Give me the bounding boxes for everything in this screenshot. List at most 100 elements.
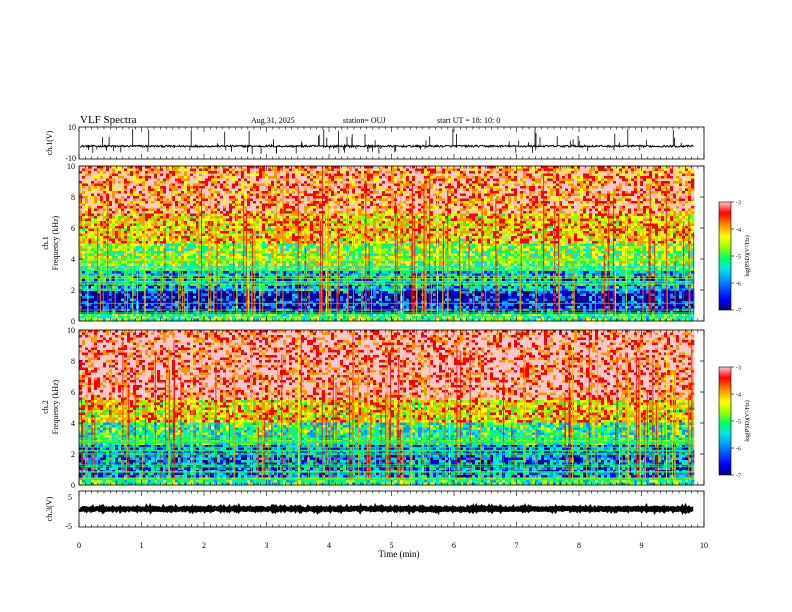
spectrogram-cell (304, 211, 308, 214)
spectrogram-cell (157, 193, 161, 197)
spectrogram-cell (439, 181, 443, 184)
spectrogram-cell (640, 191, 644, 194)
spectrogram-cell (457, 216, 461, 219)
spectrogram-cell (412, 196, 416, 199)
spectrogram-cell (544, 208, 548, 212)
spectrogram-cell (517, 221, 521, 224)
spectrogram-cell (652, 191, 656, 194)
spectrogram-cell (610, 166, 614, 169)
spectrogram-cell (532, 213, 536, 217)
spectrogram-cell (250, 198, 254, 202)
spectrogram-cell (328, 223, 332, 227)
spectrogram-cell (685, 173, 689, 177)
spectrogram-cell (520, 178, 524, 182)
spectrogram-cell (295, 186, 299, 189)
spectrogram-cell (562, 221, 566, 224)
spectrogram-cell (85, 216, 89, 219)
spectrogram-cell (478, 181, 482, 184)
spectrogram-cell (91, 181, 95, 184)
spectrogram-cell (79, 201, 83, 204)
spectrogram-cell (268, 178, 272, 182)
spectrogram-cell (529, 221, 533, 224)
spectrogram-cell (268, 166, 272, 169)
spectrogram-cell (391, 183, 395, 187)
spectrogram-cell (337, 188, 341, 192)
spectrogram-cell (331, 178, 335, 182)
spectrogram-cell (592, 183, 596, 187)
spectrogram-cell (493, 173, 497, 177)
spectrogram-cell (217, 186, 221, 189)
spectrogram-cell (211, 191, 215, 194)
spectrogram-cell (100, 201, 104, 204)
spectrogram-cell (103, 193, 107, 197)
spectrogram-cell (631, 206, 635, 209)
spectrogram-cell (565, 171, 569, 174)
spectrogram-cell (193, 171, 197, 174)
spectrogram-cell (253, 208, 257, 212)
spectrogram-cell (247, 206, 251, 209)
spectrogram-cell (499, 198, 503, 202)
spectrogram-cell (403, 203, 407, 207)
spectrogram-cell (616, 208, 620, 212)
spectrogram-cell (652, 198, 656, 202)
spectrogram-cell (325, 188, 329, 192)
spectrogram-cell (370, 211, 374, 214)
spectrogram-cell (532, 168, 536, 172)
spectrogram-cell (79, 171, 83, 174)
spectrogram-cell (157, 221, 161, 224)
spectrogram-cell (550, 186, 554, 189)
spectrogram-cell (238, 218, 242, 222)
spectrogram-cell (427, 223, 431, 227)
spectrogram-cell (523, 181, 527, 184)
spectrogram-cell (376, 181, 380, 184)
spectrogram-cell (184, 183, 188, 187)
spectrogram-cell (550, 211, 554, 214)
spectrogram-cell (109, 196, 113, 199)
spectrogram-cell (118, 186, 122, 189)
spectrogram-cell (607, 188, 611, 192)
spectrogram-cell (607, 203, 611, 207)
spectrogram-cell (559, 176, 563, 179)
spectrogram-cell (514, 223, 518, 227)
spectrogram-cell (532, 186, 536, 189)
spectrogram-cell (307, 196, 311, 199)
spectrogram-cell (586, 206, 590, 209)
spectrogram-cell (172, 198, 176, 202)
spectrogram-cell (598, 168, 602, 172)
spectrogram-cell (628, 198, 632, 202)
spectrogram-cell (655, 176, 659, 179)
spectrogram-cell (361, 173, 365, 177)
spectrogram-cell (340, 171, 344, 174)
spectrogram-cell (289, 211, 293, 214)
spectrogram-cell (280, 198, 284, 202)
spectrogram-cell (469, 193, 473, 197)
spectrogram-cell (667, 211, 671, 214)
spectrogram-cell (190, 191, 194, 194)
spectrogram-cell (658, 181, 662, 184)
spectrogram-cell (496, 221, 500, 224)
spectrogram-cell (607, 166, 611, 169)
spectrogram-cell (595, 198, 599, 202)
spectrogram-cell (259, 208, 263, 212)
spectrogram-cell (118, 178, 122, 182)
spectrogram-cell (397, 211, 401, 214)
spectrogram-cell (202, 166, 206, 169)
spectrogram-cell (583, 173, 587, 177)
spectrogram-cell (355, 198, 359, 202)
spectrogram-cell (376, 166, 380, 169)
spectrogram-cell (361, 206, 365, 209)
spectrogram-cell (346, 181, 350, 184)
spectrogram-cell (223, 176, 227, 179)
spectrogram-cell (514, 196, 518, 199)
spectrogram-cell (586, 166, 590, 169)
spectrogram-cell (634, 218, 638, 222)
spectrogram-cell (256, 206, 260, 209)
spectrogram-cell (664, 171, 668, 174)
spectrogram-cell (646, 183, 650, 187)
spectrogram-cell (187, 196, 191, 199)
spectrogram-cell (97, 168, 101, 172)
spectrogram-cell (547, 221, 551, 224)
spectrogram-cell (385, 198, 389, 202)
spectrogram-cell (100, 166, 104, 169)
spectrogram-cell (469, 171, 473, 174)
